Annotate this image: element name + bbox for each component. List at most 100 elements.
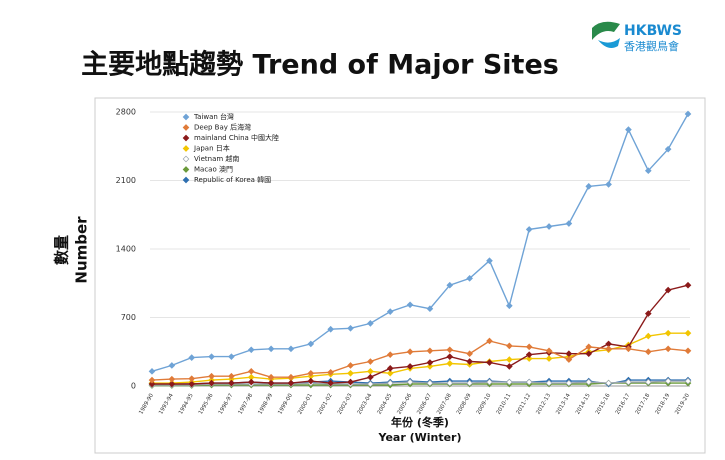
point bbox=[406, 378, 414, 386]
point bbox=[208, 372, 215, 380]
legend-label: Republic of Korea 韓國 bbox=[194, 175, 271, 184]
point bbox=[307, 369, 315, 377]
point bbox=[565, 356, 573, 363]
point bbox=[664, 145, 672, 153]
point bbox=[367, 373, 374, 381]
x-axis-title: 年份 (冬季) bbox=[391, 415, 449, 429]
point bbox=[247, 373, 255, 381]
point bbox=[367, 358, 374, 365]
series-line bbox=[152, 284, 689, 385]
y-axis-title: Number bbox=[73, 216, 91, 284]
point bbox=[168, 375, 176, 383]
point bbox=[466, 379, 473, 387]
point bbox=[208, 353, 215, 360]
point bbox=[605, 340, 612, 348]
point bbox=[386, 308, 394, 315]
series-line bbox=[151, 340, 689, 381]
point bbox=[585, 343, 593, 351]
point bbox=[386, 351, 394, 359]
point bbox=[506, 342, 513, 350]
point bbox=[148, 367, 156, 375]
legend-marker bbox=[182, 134, 190, 142]
point bbox=[664, 377, 672, 385]
point bbox=[644, 348, 652, 356]
point bbox=[287, 379, 295, 387]
point bbox=[585, 183, 593, 190]
point bbox=[267, 379, 275, 387]
point bbox=[347, 362, 354, 369]
point bbox=[525, 378, 533, 386]
x-axis-title: Year (Winter) bbox=[377, 431, 461, 444]
series-line bbox=[151, 113, 689, 372]
point bbox=[287, 373, 295, 381]
point bbox=[386, 369, 394, 377]
point bbox=[506, 378, 513, 386]
point bbox=[644, 167, 652, 175]
logo-name: HKBWS bbox=[624, 23, 682, 39]
point bbox=[644, 332, 652, 340]
point bbox=[506, 302, 513, 310]
point bbox=[545, 379, 553, 387]
point bbox=[525, 351, 533, 359]
point bbox=[625, 126, 632, 133]
y-axis-title: 數量 bbox=[53, 235, 71, 265]
point bbox=[545, 347, 553, 355]
y-tick-label: 1400 bbox=[116, 245, 136, 254]
point bbox=[247, 378, 255, 386]
point bbox=[347, 369, 354, 377]
point bbox=[605, 379, 612, 387]
legend-label: Taiwan 台灣 bbox=[193, 112, 234, 121]
point bbox=[525, 226, 533, 233]
y-tick-label: 2800 bbox=[116, 108, 136, 117]
point bbox=[426, 347, 434, 355]
point bbox=[664, 345, 672, 353]
point bbox=[466, 358, 473, 365]
y-tick-label: 2100 bbox=[116, 176, 136, 185]
point bbox=[684, 110, 692, 118]
point bbox=[426, 379, 434, 387]
point bbox=[446, 281, 454, 289]
series-line bbox=[152, 380, 688, 386]
point bbox=[466, 275, 473, 282]
point bbox=[228, 372, 235, 380]
point bbox=[148, 376, 156, 384]
point bbox=[684, 347, 692, 355]
point bbox=[367, 320, 374, 327]
logo-mark bbox=[598, 38, 620, 48]
point bbox=[188, 380, 196, 388]
slide-title: 主要地點趨勢 Trend of Major Sites bbox=[81, 49, 559, 81]
point bbox=[386, 365, 394, 372]
point bbox=[525, 343, 533, 351]
point bbox=[486, 337, 493, 345]
point bbox=[426, 359, 434, 366]
point bbox=[307, 340, 315, 348]
legend-marker bbox=[182, 176, 190, 184]
point bbox=[446, 346, 454, 354]
point bbox=[486, 359, 493, 366]
point bbox=[684, 281, 692, 289]
y-tick-label: 700 bbox=[121, 313, 136, 322]
legend-marker bbox=[182, 113, 190, 121]
point bbox=[446, 353, 454, 360]
point bbox=[585, 350, 593, 358]
point bbox=[486, 257, 493, 265]
chart-frame bbox=[94, 97, 706, 454]
point bbox=[625, 345, 632, 353]
point bbox=[545, 223, 553, 230]
point bbox=[386, 379, 394, 387]
point bbox=[367, 367, 374, 375]
point bbox=[347, 324, 354, 332]
series-line bbox=[152, 382, 688, 387]
point bbox=[565, 220, 573, 227]
point bbox=[605, 181, 612, 188]
point bbox=[565, 379, 573, 387]
point bbox=[426, 363, 434, 370]
point bbox=[168, 380, 176, 388]
legend-label: Macao 澳門 bbox=[194, 165, 233, 174]
point bbox=[406, 363, 414, 370]
legend-marker bbox=[182, 155, 190, 163]
legend-marker bbox=[182, 124, 190, 131]
point bbox=[307, 377, 315, 385]
point bbox=[605, 345, 612, 353]
point bbox=[466, 350, 473, 358]
